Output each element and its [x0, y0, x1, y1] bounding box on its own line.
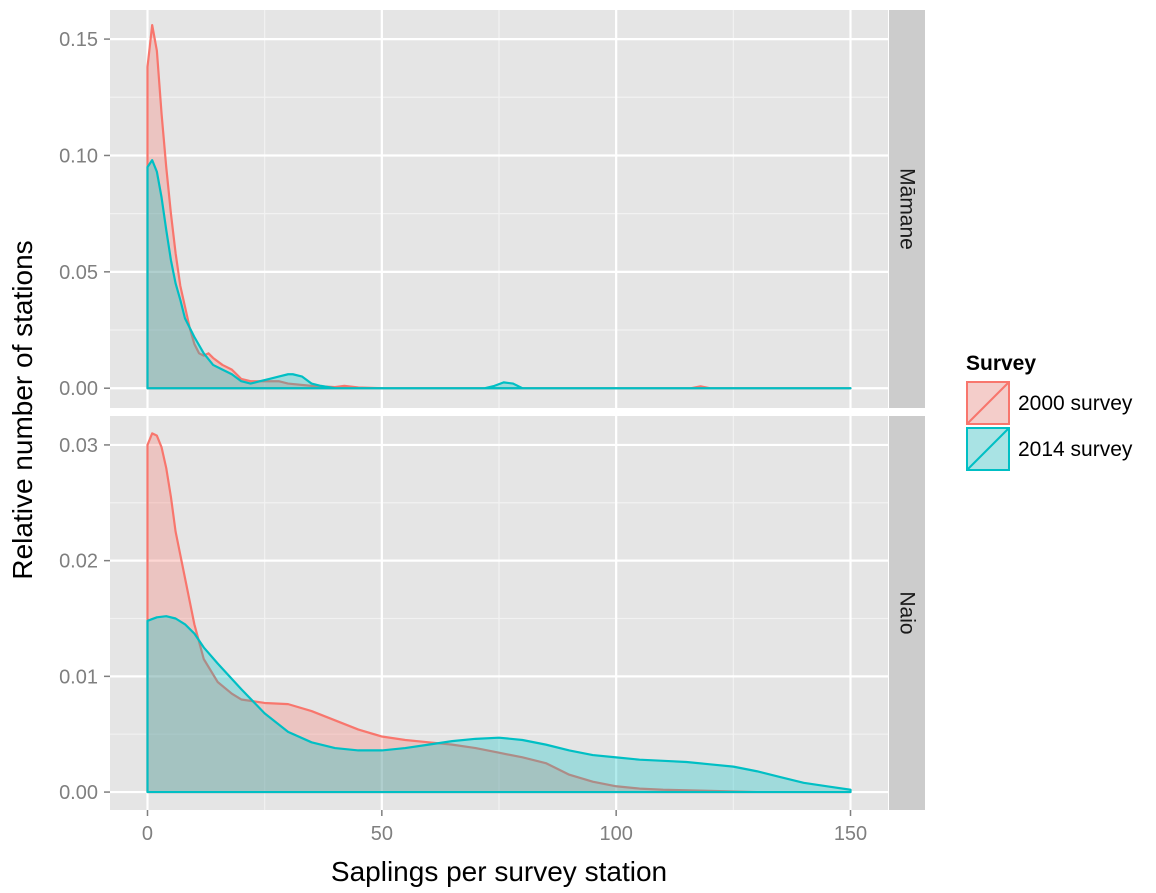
- x-tick-label: 100: [599, 823, 632, 845]
- y-tick-label: 0.05: [59, 262, 98, 284]
- legend-key-line: [966, 381, 1010, 425]
- legend-title: Survey: [966, 352, 1036, 375]
- y-tick-label: 0.02: [59, 551, 98, 573]
- x-axis-title: Saplings per survey station: [331, 856, 667, 887]
- density-area-2000-survey: [146, 432, 852, 794]
- y-tick-label: 0.15: [59, 29, 98, 51]
- legend-label: 2014 survey: [1018, 438, 1133, 461]
- panel-2: 0.00 0.01 0.02 0.03 Naio: [59, 416, 925, 810]
- y-tick-label: 0.00: [59, 782, 98, 804]
- y-tick-label: 0.00: [59, 378, 98, 400]
- facet-strip: [889, 416, 925, 810]
- x-tick-label: 50: [371, 823, 393, 845]
- legend: Survey 2000 survey 2014 survey: [965, 352, 1133, 472]
- facet-strip-label: Māmane: [896, 168, 919, 250]
- facet-strip-label: Naio: [896, 591, 919, 634]
- y-tick-label: 0.10: [59, 145, 98, 167]
- x-tick-label: 0: [142, 823, 153, 845]
- y-tick-label: 0.01: [59, 666, 98, 688]
- density-area-2014-survey: [146, 615, 852, 794]
- facet-strip: [889, 10, 925, 408]
- y-axis-title: Relative number of stations: [7, 240, 38, 579]
- panel-1: 0.00 0.05 0.10 0.15 Māmane: [59, 10, 925, 408]
- legend-label: 2000 survey: [1018, 392, 1133, 415]
- x-tick-label: 150: [834, 823, 867, 845]
- y-tick-label: 0.03: [59, 435, 98, 457]
- density-area-2014-survey: [146, 159, 852, 390]
- legend-key-line: [966, 427, 1010, 471]
